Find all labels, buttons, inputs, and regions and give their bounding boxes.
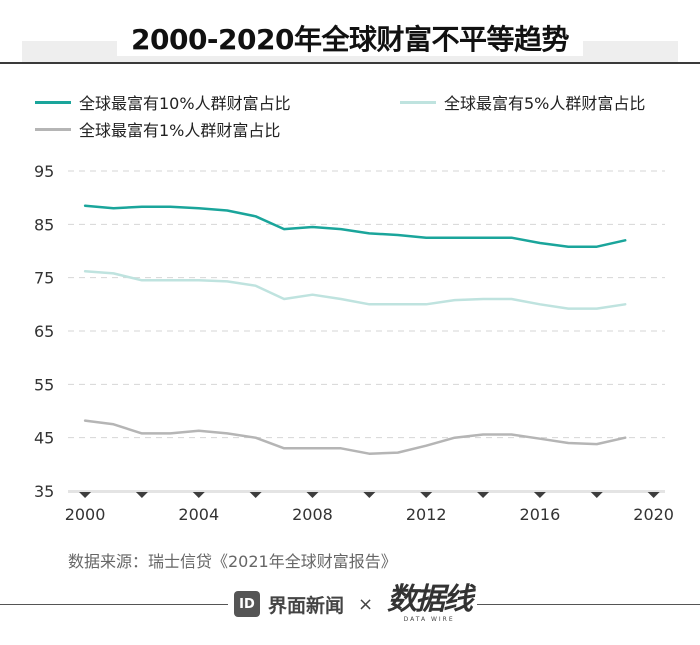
x-tick-marker-2016 — [533, 492, 546, 498]
legend-item-top10: 全球最富有10%人群财富占比 — [35, 90, 291, 114]
y-tick-label-95: 95 — [34, 162, 54, 181]
y-tick-label-35: 35 — [34, 482, 54, 501]
data-wire-logo-en: DATA WIRE — [403, 616, 455, 623]
x-tick-marker-2004 — [192, 492, 205, 498]
y-tick-label-85: 85 — [34, 215, 54, 234]
x-tick-label-2008: 2008 — [292, 505, 333, 524]
legend-label-top10: 全球最富有10%人群财富占比 — [79, 94, 291, 113]
legend-item-top1: 全球最富有1%人群财富占比 — [35, 117, 280, 141]
x-tick-marker-2006 — [249, 492, 262, 498]
x-tick-marker-2012 — [420, 492, 433, 498]
brand-logo-icon: ID — [234, 591, 260, 617]
x-tick-label-2012: 2012 — [406, 505, 447, 524]
y-tick-label-55: 55 — [34, 375, 54, 394]
x-tick-label-2004: 2004 — [178, 505, 219, 524]
legend-line-top10 — [35, 100, 71, 104]
title-rule — [0, 62, 700, 64]
x-tick-label-2020: 2020 — [633, 505, 674, 524]
chart-title-text: 2000-2020年全球财富不平等趋势 — [117, 23, 583, 56]
y-tick-label-65: 65 — [34, 322, 54, 341]
x-tick-marker-2000 — [79, 492, 92, 498]
x-axis-line — [68, 490, 665, 493]
legend-label-top1: 全球最富有1%人群财富占比 — [79, 121, 281, 140]
x-tick-marker-2014 — [477, 492, 490, 498]
legend-item-top5: 全球最富有5%人群财富占比 — [400, 90, 645, 114]
data-wire-logo-cn: 数据线 — [387, 582, 473, 617]
x-tick-marker-2020 — [647, 492, 660, 498]
x-tick-label-2000: 2000 — [65, 505, 106, 524]
x-tick-marker-2010 — [363, 492, 376, 498]
legend-line-top1 — [35, 127, 71, 131]
series-line-0 — [83, 204, 627, 248]
source-note: 数据来源：瑞士信贷《2021年全球财富报告》 — [68, 552, 397, 571]
x-tick-marker-2002 — [135, 492, 148, 498]
x-tick-marker-2008 — [306, 492, 319, 498]
times-sign: × — [358, 593, 374, 615]
y-tick-label-75: 75 — [34, 269, 54, 288]
brand-name: 界面新闻 — [268, 594, 345, 617]
y-tick-label-45: 45 — [34, 429, 54, 448]
data-wire-logo: 数据线 DATA WIRE — [387, 582, 473, 624]
footer-branding: ID 界面新闻 × 数据线 DATA WIRE — [228, 582, 478, 624]
legend-label-top5: 全球最富有5%人群财富占比 — [444, 94, 646, 113]
legend-line-top5 — [400, 100, 436, 104]
series-line-1 — [83, 270, 627, 310]
series-line-2 — [83, 419, 627, 455]
x-tick-label-2016: 2016 — [520, 505, 561, 524]
chart-title: 2000-2020年全球财富不平等趋势 — [0, 18, 700, 58]
x-tick-marker-2018 — [590, 492, 603, 498]
